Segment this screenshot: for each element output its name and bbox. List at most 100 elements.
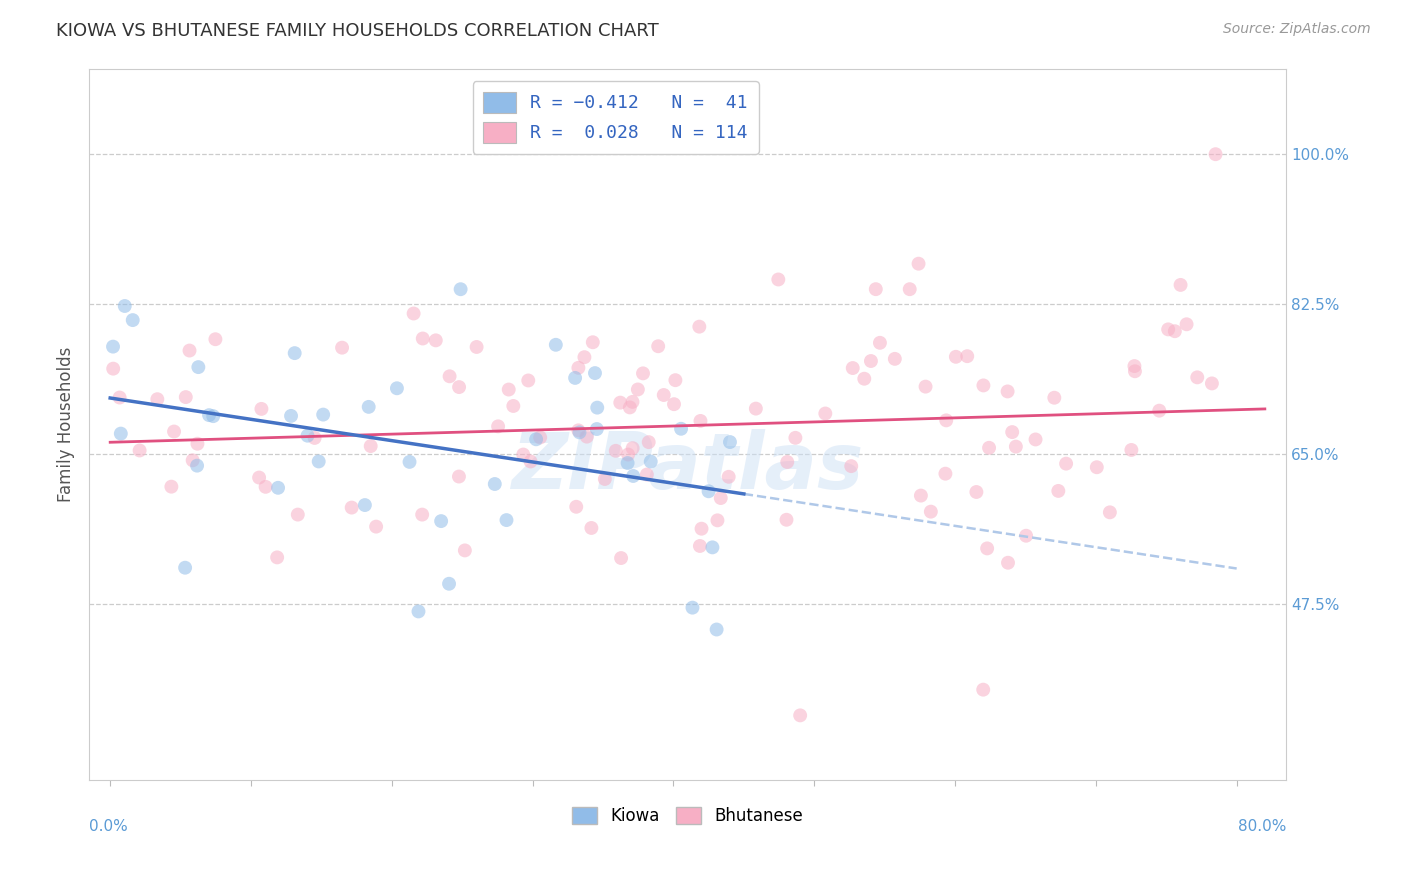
Point [568,425,591,440]
Point [627,383,650,397]
Point [186,436,208,450]
Point [1001,425,1024,439]
Point [304,431,326,445]
Point [920,505,942,519]
Point [1149,403,1171,417]
Point [776,455,799,469]
Point [689,539,711,553]
Point [945,350,967,364]
Point [110,426,132,441]
Point [585,422,607,436]
Text: KIOWA VS BHUTANESE FAMILY HOUSEHOLDS CORRELATION CHART: KIOWA VS BHUTANESE FAMILY HOUSEHOLDS COR… [56,22,659,40]
Point [977,441,1000,455]
Point [486,419,509,434]
Point [447,469,470,483]
Point [121,313,143,327]
Point [1047,483,1070,498]
Point [1098,505,1121,519]
Point [586,401,609,415]
Point [267,481,290,495]
Point [411,508,433,522]
Point [357,400,380,414]
Point [914,379,936,393]
Point [402,306,425,320]
Point [621,395,644,409]
Point [582,335,605,350]
Point [114,299,136,313]
Point [108,391,131,405]
Point [869,335,891,350]
Point [1005,440,1028,454]
Point [366,519,388,533]
Point [718,435,741,450]
Point [965,485,987,500]
Text: 0.0%: 0.0% [89,819,128,834]
Point [690,522,713,536]
Point [502,399,524,413]
Point [181,453,204,467]
Point [179,343,201,358]
Y-axis label: Family Households: Family Households [58,346,75,502]
Legend: Kiowa, Bhutanese: Kiowa, Bhutanese [565,800,810,831]
Point [198,408,221,422]
Point [1085,460,1108,475]
Point [935,413,957,427]
Point [839,459,862,474]
Point [287,508,309,522]
Point [439,369,461,384]
Point [544,338,567,352]
Point [412,331,434,345]
Point [174,390,197,404]
Point [517,374,540,388]
Point [853,372,876,386]
Point [202,409,225,424]
Point [1123,364,1146,378]
Point [1205,147,1227,161]
Point [745,401,768,416]
Point [814,407,837,421]
Point [1025,433,1047,447]
Point [956,349,979,363]
Point [910,489,932,503]
Point [425,334,447,348]
Point [619,401,641,415]
Point [512,448,534,462]
Point [1170,277,1192,292]
Point [398,455,420,469]
Point [340,500,363,515]
Text: 80.0%: 80.0% [1237,819,1286,834]
Point [297,428,319,442]
Point [204,332,226,346]
Point [284,346,307,360]
Point [859,354,882,368]
Point [498,383,520,397]
Point [593,472,616,486]
Point [567,360,589,375]
Point [146,392,169,407]
Point [631,367,654,381]
Point [688,319,710,334]
Point [583,366,606,380]
Point [664,373,686,387]
Point [768,272,790,286]
Point [706,623,728,637]
Point [484,477,506,491]
Point [842,361,865,376]
Point [101,340,124,354]
Text: Source: ZipAtlas.com: Source: ZipAtlas.com [1223,22,1371,37]
Point [567,423,589,437]
Point [972,378,994,392]
Point [495,513,517,527]
Point [636,467,658,482]
Point [682,600,704,615]
Point [883,351,905,366]
Point [581,521,603,535]
Point [312,408,335,422]
Point [565,500,588,514]
Point [1043,391,1066,405]
Point [360,439,382,453]
Point [697,484,720,499]
Point [163,425,186,439]
Point [1015,529,1038,543]
Point [1201,376,1223,391]
